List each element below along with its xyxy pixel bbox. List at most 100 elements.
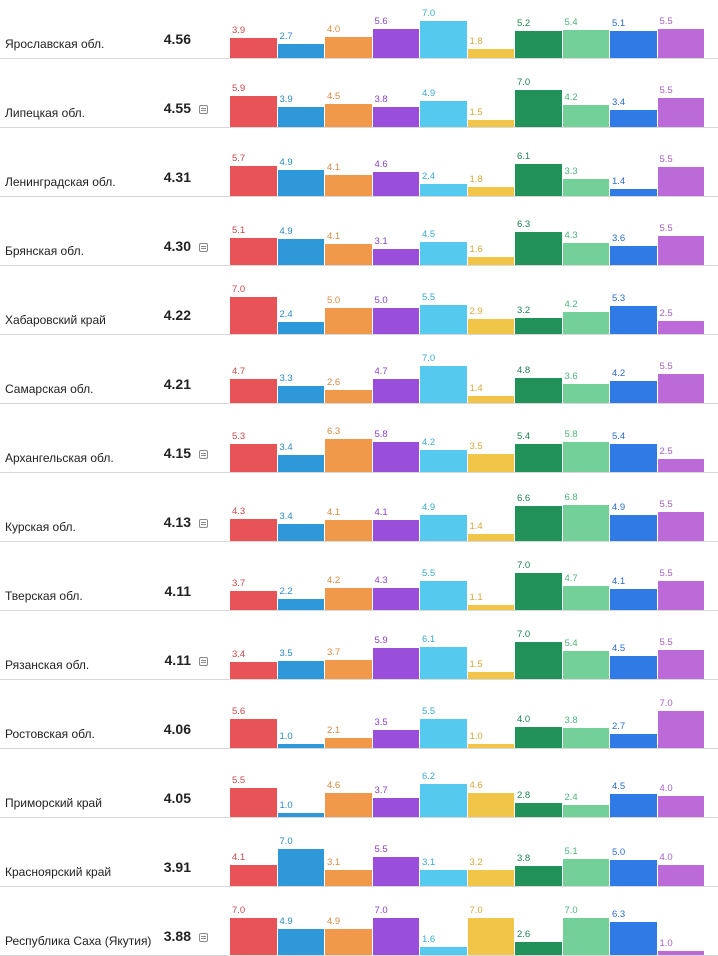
bar-3 (325, 174, 372, 197)
bar-8 (562, 242, 609, 266)
bar-value-label: 6.1 (517, 150, 531, 162)
bar-value-label: 1.4 (469, 521, 483, 533)
bar-value-label: 5.0 (327, 294, 341, 306)
bar-value-label: 4.0 (517, 714, 531, 726)
bar-6 (467, 119, 514, 128)
bar-1 (230, 166, 277, 197)
bar-value-label: 2.4 (279, 308, 293, 320)
bar-value-label: 1.0 (279, 799, 293, 811)
bar-value-label: 4.5 (327, 90, 341, 102)
bar-5 (420, 581, 467, 611)
bar-6 (467, 187, 514, 197)
bar-10 (657, 796, 704, 818)
region-name: Ростовская обл. (5, 727, 95, 741)
bar-value-label: 5.1 (612, 18, 626, 30)
bar-2 (277, 106, 324, 128)
bar-5 (420, 870, 467, 887)
bar-1 (230, 378, 277, 404)
region-score: 3.91 (163, 859, 191, 875)
bar-2 (277, 849, 324, 887)
bar-value-label: 5.1 (564, 846, 578, 858)
bar-value-label: 5.5 (659, 637, 673, 649)
region-score: 4.21 (163, 376, 191, 392)
region-name: Ярославская обл. (5, 37, 105, 51)
region-row: Курская обл. 4.13 4.3 3.4 4.1 4.1 4.9 1.4 6.6 6.8… (0, 473, 718, 542)
note-icon[interactable] (199, 105, 208, 114)
row-divider (0, 610, 718, 611)
bar-9 (610, 793, 657, 818)
bar-value-label: 7.0 (469, 905, 483, 916)
bar-1 (230, 864, 277, 887)
bar-value-label: 5.3 (612, 293, 626, 305)
bar-9 (610, 306, 657, 335)
bar-value-label: 2.4 (564, 791, 578, 803)
bar-value-label: 1.0 (659, 937, 673, 949)
bar-value-label: 3.9 (232, 24, 246, 36)
bar-value-label: 7.0 (517, 629, 531, 640)
bar-value-label: 2.9 (469, 306, 483, 318)
bar-value-label: 7.0 (422, 8, 436, 19)
region-score: 4.30 (163, 238, 191, 254)
bar-value-label: 5.5 (232, 775, 246, 787)
region-row: Хабаровский край 4.22 7.0 2.4 5.0 5.0 5.5 2.9 3.… (0, 266, 718, 335)
bar-value-label: 5.0 (374, 294, 388, 306)
bar-8 (562, 179, 609, 197)
bar-10 (657, 512, 704, 542)
note-icon[interactable] (199, 657, 208, 666)
bar-7 (515, 866, 562, 887)
bar-4 (372, 587, 419, 611)
bar-value-label: 2.1 (327, 724, 341, 736)
bar-value-label: 1.6 (422, 934, 436, 946)
bar-9 (610, 515, 657, 542)
bar-5 (420, 947, 467, 956)
bar-9 (610, 734, 657, 749)
bar-7 (515, 941, 562, 956)
bar-value-label: 4.9 (422, 502, 436, 514)
row-divider (0, 886, 718, 887)
bar-2 (277, 812, 324, 818)
bar-value-label: 7.0 (564, 905, 578, 916)
bar-value-label: 3.7 (327, 646, 341, 658)
bar-9 (610, 443, 657, 473)
bar-value-label: 4.3 (374, 574, 388, 586)
region-name: Курская обл. (5, 520, 76, 534)
bar-value-label: 4.6 (374, 159, 388, 171)
bar-value-label: 4.6 (469, 780, 483, 792)
bar-10 (657, 711, 704, 749)
bar-value-label: 4.3 (232, 505, 246, 517)
region-row: Архангельская обл. 4.15 5.3 3.4 6.3 5.8 4.2 3.5… (0, 404, 718, 473)
bar-3 (325, 519, 372, 542)
bar-4 (372, 647, 419, 680)
note-icon[interactable] (199, 933, 208, 942)
bar-value-label: 1.0 (469, 730, 483, 742)
bar-value-label: 5.9 (374, 634, 388, 646)
row-divider (0, 265, 718, 266)
region-score: 4.06 (163, 721, 191, 737)
note-icon[interactable] (199, 519, 208, 528)
region-name: Липецкая обл. (5, 106, 85, 120)
bar-7 (515, 727, 562, 749)
bar-value-label: 6.3 (612, 908, 626, 920)
bar-2 (277, 321, 324, 335)
bar-10 (657, 581, 704, 611)
bar-value-label: 3.6 (612, 233, 626, 245)
bar-8 (562, 441, 609, 473)
bar-6 (467, 534, 514, 542)
bar-value-label: 7.0 (279, 836, 293, 847)
bar-10 (657, 29, 704, 59)
bar-6 (467, 671, 514, 680)
bar-value-label: 4.1 (612, 575, 626, 587)
bar-3 (325, 307, 372, 335)
bar-6 (467, 257, 514, 266)
bar-value-label: 5.5 (422, 568, 436, 580)
note-icon[interactable] (199, 243, 208, 252)
bar-4 (372, 730, 419, 749)
bar-value-label: 3.4 (612, 96, 626, 108)
region-name: Приморский край (5, 796, 102, 810)
bar-value-label: 5.5 (422, 292, 436, 304)
note-icon[interactable] (199, 450, 208, 459)
bar-9 (610, 381, 657, 404)
row-divider (0, 817, 718, 818)
bar-5 (420, 241, 467, 266)
